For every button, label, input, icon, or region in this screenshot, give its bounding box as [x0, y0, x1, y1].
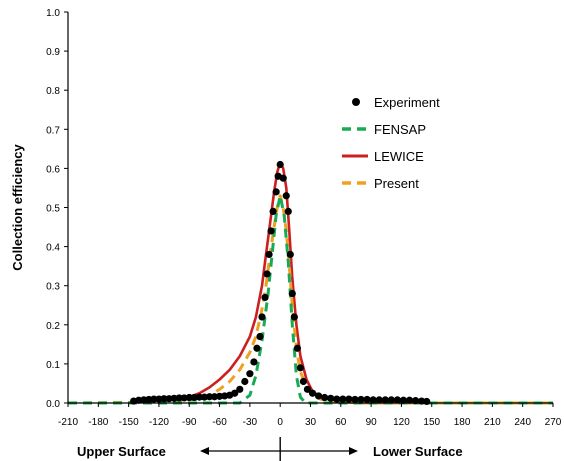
- x-tick-label: 0: [277, 417, 283, 428]
- y-tick-label: 0.3: [46, 282, 60, 293]
- data-point-experiment: [333, 395, 341, 403]
- series-line-fensap: [68, 194, 553, 405]
- data-point-experiment: [339, 395, 347, 403]
- data-point-experiment: [314, 392, 323, 400]
- data-point-experiment: [276, 160, 284, 169]
- data-point-experiment: [345, 395, 353, 403]
- x-tick-label: 120: [393, 417, 410, 428]
- y-axis-title: Collection efficiency: [10, 144, 25, 271]
- plot-area: [67, 160, 553, 406]
- y-tick-label: 0.2: [46, 321, 60, 332]
- legend: Experiment FENSAP LEWICE Present: [342, 95, 440, 191]
- data-point-experiment: [241, 377, 249, 386]
- data-point-experiment: [185, 393, 193, 402]
- y-tick-label: 0.0: [46, 399, 60, 410]
- legend-label-experiment: Experiment: [374, 95, 440, 110]
- x-tick-label: -90: [182, 417, 197, 428]
- data-point-experiment: [293, 344, 301, 352]
- data-point-experiment: [308, 389, 317, 397]
- data-point-experiment: [246, 370, 254, 378]
- x-tick-label: -210: [58, 417, 78, 428]
- data-point-experiment: [236, 385, 244, 393]
- data-point-experiment: [299, 377, 308, 386]
- data-point-experiment: [195, 393, 203, 401]
- data-point-experiment: [284, 207, 292, 216]
- legend-marker-experiment: [352, 98, 360, 106]
- y-tick-label: 0.6: [46, 164, 60, 175]
- data-point-experiment: [279, 174, 287, 182]
- data-point-experiment: [296, 364, 304, 372]
- x-tick-label: 60: [335, 417, 347, 428]
- y-tick-label: 1.0: [46, 8, 60, 19]
- x-tick-label: 150: [423, 417, 440, 428]
- x-tick-label: 270: [545, 417, 562, 428]
- x-tick-label: -150: [119, 417, 139, 428]
- x-tick-label: -30: [243, 417, 258, 428]
- data-point-experiment: [288, 289, 296, 298]
- legend-label-lewice: LEWICE: [374, 149, 424, 164]
- y-tick-labels: 0.0 0.1 0.2 0.3 0.4 0.5 0.6 0.7 0.8 0.9 1.0: [46, 8, 68, 410]
- data-point-experiment: [258, 313, 266, 321]
- data-point-experiment: [150, 395, 158, 403]
- legend-label-present: Present: [374, 176, 419, 191]
- x-tick-label: -120: [149, 417, 169, 428]
- data-point-experiment: [269, 207, 277, 216]
- series-experiment: [130, 160, 431, 406]
- x-tick-label: 30: [305, 417, 317, 428]
- upper-surface-label: Upper Surface: [77, 444, 166, 459]
- data-point-experiment: [231, 389, 239, 397]
- data-point-experiment: [393, 396, 401, 404]
- data-point-experiment: [369, 396, 377, 404]
- data-point-experiment: [399, 396, 408, 404]
- data-point-experiment: [387, 396, 395, 404]
- data-point-experiment: [256, 332, 264, 341]
- y-tick-label: 0.4: [46, 243, 60, 254]
- axes: [67, 12, 553, 404]
- legend-label-fensap: FENSAP: [374, 122, 426, 137]
- data-point-experiment: [375, 396, 383, 404]
- x-tick-label: 180: [454, 417, 471, 428]
- x-tick-labels: -210 -180 -150 -120 -90 -60 -30 0 30 60 90 120 150 18…: [58, 403, 562, 428]
- data-point-experiment: [263, 270, 271, 278]
- surface-annotations: Upper Surface Lower Surface: [77, 437, 463, 461]
- data-point-experiment: [272, 188, 280, 196]
- data-point-experiment: [327, 394, 335, 402]
- data-point-experiment: [321, 393, 329, 402]
- data-point-experiment: [282, 192, 290, 200]
- data-point-experiment: [267, 227, 275, 235]
- y-tick-label: 0.7: [46, 125, 60, 136]
- left-arrowhead-icon: [200, 447, 209, 455]
- data-point-experiment: [405, 396, 414, 404]
- y-tick-label: 0.9: [46, 47, 60, 58]
- data-point-experiment: [253, 344, 261, 352]
- right-arrowhead-icon: [349, 447, 358, 455]
- data-point-experiment: [250, 358, 258, 366]
- data-point-experiment: [423, 397, 431, 406]
- series-line-lewice: [158, 161, 382, 405]
- x-tick-label: 240: [514, 417, 531, 428]
- x-tick-label: -60: [212, 417, 227, 428]
- data-point-experiment: [175, 394, 183, 402]
- data-point-experiment: [351, 395, 359, 404]
- x-tick-label: 210: [484, 417, 501, 428]
- y-tick-label: 0.1: [46, 360, 60, 371]
- series-line-present: [67, 194, 553, 405]
- x-tick-label: -180: [88, 417, 108, 428]
- data-point-experiment: [357, 395, 365, 404]
- data-point-experiment: [290, 313, 298, 321]
- lower-surface-label: Lower Surface: [373, 444, 463, 459]
- data-point-experiment: [261, 293, 269, 302]
- data-point-experiment: [363, 395, 371, 404]
- data-point-experiment: [160, 395, 168, 403]
- data-point-experiment: [205, 393, 214, 401]
- data-point-experiment: [286, 250, 294, 259]
- y-tick-label: 0.8: [46, 86, 60, 97]
- data-point-experiment: [303, 385, 312, 393]
- y-tick-label: 0.5: [46, 204, 60, 215]
- data-point-experiment: [381, 396, 389, 404]
- x-tick-label: 90: [366, 417, 378, 428]
- data-point-experiment: [265, 250, 273, 259]
